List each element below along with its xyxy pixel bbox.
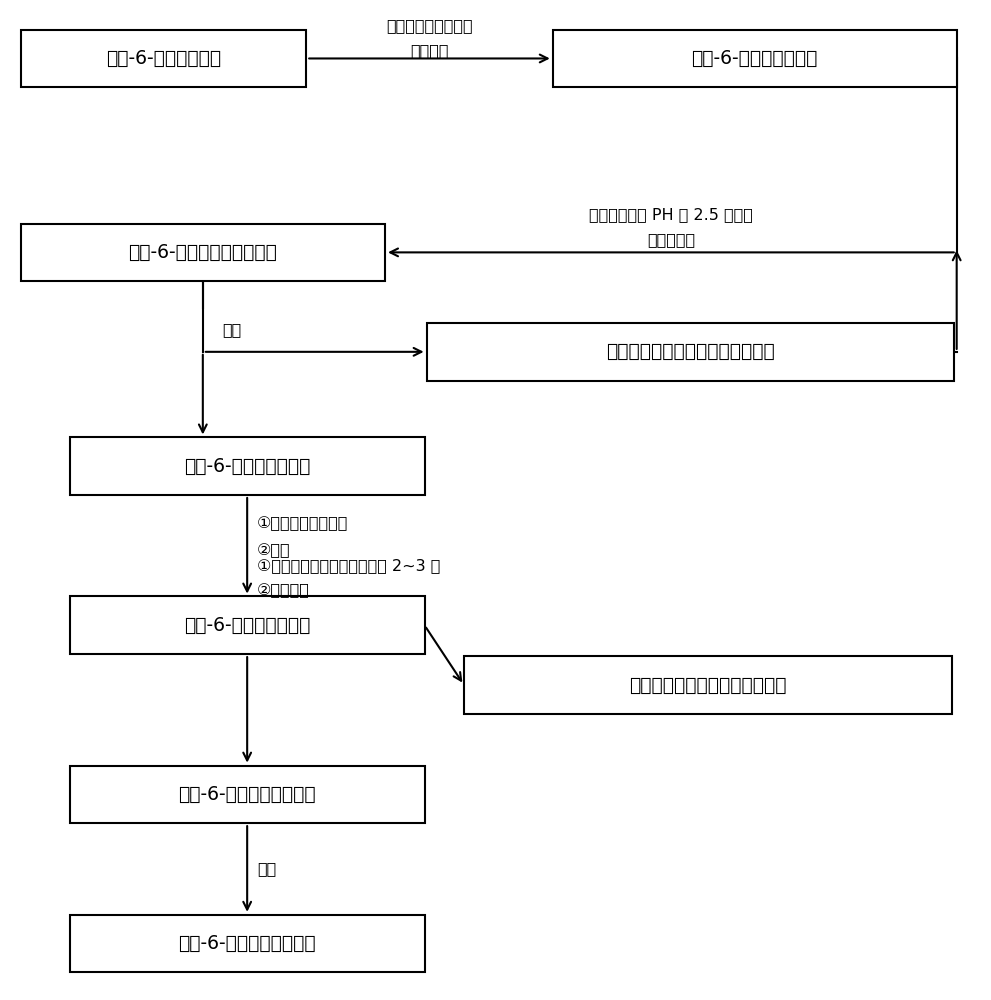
Text: 蔗糖-6-乙酸酯的浓缩液: 蔗糖-6-乙酸酯的浓缩液 xyxy=(692,49,818,68)
Bar xyxy=(69,915,424,972)
Text: 蔗糖-6-乙酸酯初结晶混合物: 蔗糖-6-乙酸酯初结晶混合物 xyxy=(129,243,277,262)
Text: ②减压抽滤: ②减压抽滤 xyxy=(257,583,310,598)
Text: 蔗糖-6-乙酸酯重结晶产品: 蔗糖-6-乙酸酯重结晶产品 xyxy=(178,934,316,953)
Text: ①用适量乙酸乙酯或丙酮洗涤 2~3 次: ①用适量乙酸乙酯或丙酮洗涤 2~3 次 xyxy=(257,558,440,573)
Text: 蔗糖-6-乙酸酯合成液: 蔗糖-6-乙酸酯合成液 xyxy=(106,49,221,68)
Bar xyxy=(69,766,424,823)
Bar xyxy=(69,437,424,495)
Text: 加入冰醋酸使 PH 到 2.5 左右，: 加入冰醋酸使 PH 到 2.5 左右， xyxy=(589,207,753,222)
Bar xyxy=(426,323,953,381)
Bar xyxy=(464,656,951,714)
Text: 蔗糖-6-乙酸酯重结晶固体: 蔗糖-6-乙酸酯重结晶固体 xyxy=(178,785,316,804)
Text: 干燥: 干燥 xyxy=(257,861,276,876)
Bar xyxy=(553,30,956,87)
Bar xyxy=(21,224,385,281)
Text: 并不断搅拌: 并不断搅拌 xyxy=(647,232,695,247)
Text: ②过滤: ②过滤 xyxy=(257,543,290,558)
Text: 减压旋蒸: 减压旋蒸 xyxy=(410,43,449,58)
Bar xyxy=(69,596,424,654)
Text: 蔗糖-6-乙酸酯初结晶物: 蔗糖-6-乙酸酯初结晶物 xyxy=(184,457,310,476)
Text: 回收滤液（用于合成液的浓缩）: 回收滤液（用于合成液的浓缩） xyxy=(629,675,787,694)
Text: 过滤: 过滤 xyxy=(223,322,242,337)
Text: 蔗糖-6-乙酸酯重结晶物: 蔗糖-6-乙酸酯重结晶物 xyxy=(184,616,310,635)
Text: 滤液（继续用于浓缩液的初结晶）: 滤液（继续用于浓缩液的初结晶） xyxy=(606,342,775,361)
Bar xyxy=(21,30,306,87)
Text: 加入低沸点有机溶剂: 加入低沸点有机溶剂 xyxy=(386,18,473,33)
Text: ①加入异丙醇重结晶: ①加入异丙醇重结晶 xyxy=(257,516,349,531)
